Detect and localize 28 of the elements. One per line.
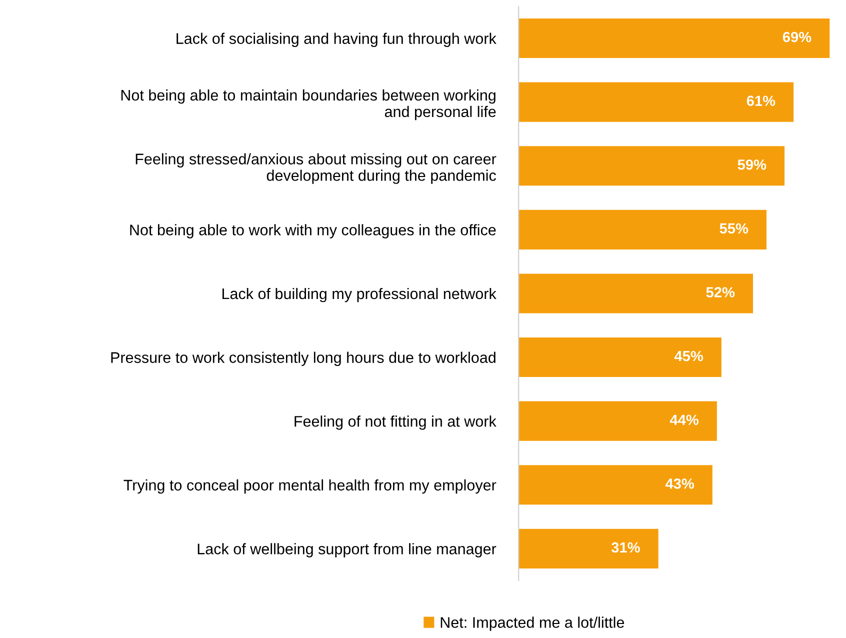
y-tick-label: Not being able to work with my colleagues in the office xyxy=(130,224,496,238)
y-tick-label: Pressure to work consistently long hours due to workload xyxy=(111,352,496,366)
y-tick-label: Lack of wellbeing support from line manager xyxy=(198,543,496,558)
data-label: 61% xyxy=(746,96,776,106)
bar xyxy=(518,465,712,505)
y-tick-label: Feeling of not fitting in at work xyxy=(294,416,496,430)
y-tick-label: Lack of socialising and having fun through work xyxy=(176,32,496,47)
data-label: 55% xyxy=(720,223,748,234)
data-label: 59% xyxy=(738,159,766,170)
bar xyxy=(518,146,785,186)
y-tick-label: Lack of building my professional network xyxy=(222,288,496,302)
data-label: 45% xyxy=(674,350,704,362)
bar xyxy=(518,274,753,314)
bar xyxy=(518,338,722,378)
y-tick-label: Not being able to maintain boundaries between working and personal life xyxy=(121,89,496,120)
data-label: 43% xyxy=(665,478,694,489)
data-label: 52% xyxy=(706,287,735,298)
bar xyxy=(518,528,658,568)
bar xyxy=(518,401,717,441)
bar xyxy=(518,82,794,122)
legend-label: Net: Impacted me a lot/little xyxy=(440,616,624,631)
y-tick-label: Trying to conceal poor mental health from my employer xyxy=(124,479,496,494)
bar xyxy=(518,18,830,58)
y-tick-label: Feeling stressed/anxious about missing out on career development during the pandemic xyxy=(136,153,496,184)
data-label: 31% xyxy=(611,542,640,553)
bar xyxy=(518,210,767,250)
data-label: 69% xyxy=(782,32,812,42)
data-label: 44% xyxy=(670,414,699,425)
